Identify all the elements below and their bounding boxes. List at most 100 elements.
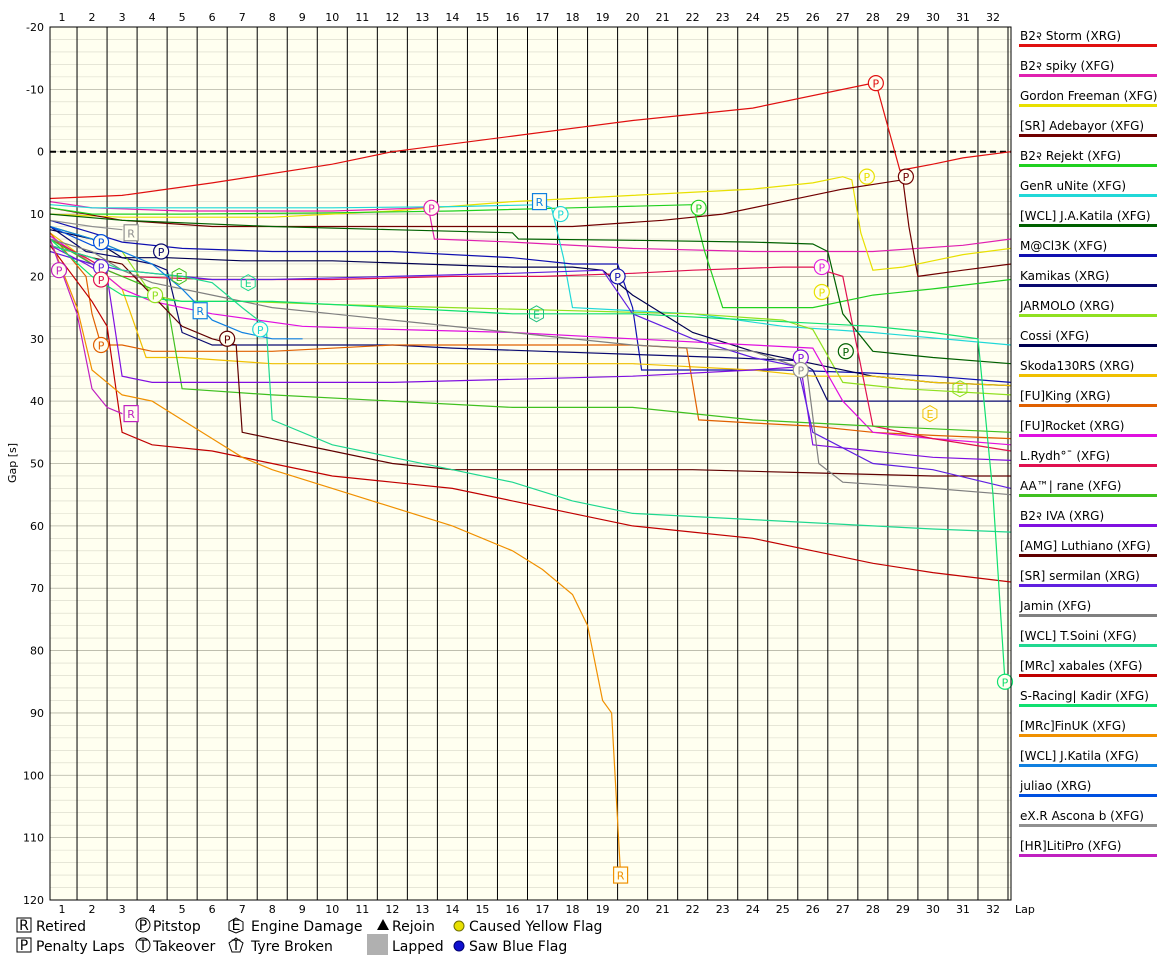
event-marker-label: E	[176, 271, 183, 284]
x-tick-label-top: 10	[325, 11, 339, 24]
event-marker-label: E	[245, 277, 252, 290]
series-line-23	[49, 238, 1006, 682]
legend-entry-swatch	[1019, 344, 1157, 347]
x-tick-label: 5	[179, 903, 186, 916]
legend-entry-swatch	[1019, 74, 1157, 77]
x-tick-label: 11	[355, 903, 369, 916]
event-marker-p: P	[996, 673, 1014, 690]
event-marker-e: E	[529, 305, 545, 323]
legend-entry-label: Jamin (XFG)	[1019, 599, 1091, 613]
y-axis-label: Gap [s]	[6, 443, 19, 483]
legend-entry-label: [SR] Adebayor (XFG)	[1020, 119, 1144, 133]
x-tick-label: 13	[415, 903, 429, 916]
y-tick-label: 60	[30, 520, 44, 533]
event-marker-label: P	[818, 262, 825, 275]
event-marker-label: P	[843, 346, 850, 359]
x-tick-label-top: 23	[716, 11, 730, 24]
lapped-icon	[367, 934, 388, 955]
event-marker-label: R	[536, 196, 544, 209]
event-marker-label: R	[617, 870, 625, 883]
y-tick-label: 90	[30, 707, 44, 720]
x-tick-label: 24	[746, 903, 760, 916]
event-marker-p: P	[552, 205, 569, 223]
x-tick-label: 29	[896, 903, 910, 916]
event-marker-p: P	[423, 199, 440, 216]
legend-entry-swatch	[1019, 704, 1157, 707]
event-marker-p: P	[147, 287, 164, 304]
x-tick-label-top: 22	[686, 11, 700, 24]
event-marker-r: R	[123, 224, 139, 242]
series-line-27	[49, 219, 123, 231]
x-tick-label: 16	[505, 903, 519, 916]
x-tick-label: 32	[986, 903, 1000, 916]
legend-entry-swatch	[1019, 764, 1157, 767]
legend-entry-swatch	[1019, 434, 1157, 437]
legend-entry-swatch	[1019, 644, 1157, 647]
key-tyre: Tyre Broken	[250, 939, 333, 955]
event-marker-label: P	[428, 202, 435, 215]
legend-entry-swatch	[1019, 134, 1157, 137]
series-line-4	[49, 179, 1012, 278]
event-marker-label: P	[557, 209, 564, 222]
series-line-2	[49, 201, 1012, 253]
legend-entry-swatch	[1019, 554, 1157, 557]
series-line-7	[49, 213, 1012, 365]
x-tick-label: 6	[209, 903, 216, 916]
event-marker-label: P	[98, 237, 105, 250]
legend-entry-label: S-Racing| Kadir (XFG)	[1020, 689, 1149, 703]
retired-icon: R	[19, 918, 29, 934]
x-tick-label: 3	[119, 903, 126, 916]
event-marker-label: P	[797, 364, 804, 377]
x-tick-label-top: 6	[209, 11, 216, 24]
legend-entry-swatch	[1019, 734, 1157, 737]
event-marker-label: P	[98, 340, 105, 353]
event-marker-label: P	[158, 246, 165, 259]
y-tick-label: 10	[30, 208, 44, 221]
legend-entry-swatch	[1019, 44, 1157, 47]
x-tick-label-top: 18	[566, 11, 580, 24]
legend-entry-label: Skoda130RS (XRG)	[1020, 359, 1134, 373]
legend-entry-label: GenR uNite (XFG)	[1020, 179, 1126, 193]
event-marker-p: P	[690, 199, 707, 216]
y-tick-label: 70	[30, 582, 44, 595]
x-tick-label: 9	[299, 903, 306, 916]
legend-entry-swatch	[1019, 284, 1157, 287]
penalty-icon: P	[20, 938, 28, 954]
legend-entry-label: [WCL] T.Soini (XFG)	[1020, 629, 1137, 643]
x-tick-label-top: 16	[505, 11, 519, 24]
event-marker-p: P	[92, 234, 110, 251]
x-tick-label: 17	[536, 903, 550, 916]
key-yellow: Caused Yellow Flag	[469, 919, 602, 935]
event-marker-p: P	[792, 361, 809, 379]
series-line-1	[49, 82, 1012, 200]
legend-entry-label: [FU]Rocket (XRG)	[1020, 419, 1124, 433]
legend-entry-label: JARMOLO (XRG)	[1019, 299, 1114, 313]
event-marker-p: P	[609, 268, 626, 285]
legend-entry-swatch	[1019, 584, 1157, 587]
x-tick-label-top: 31	[956, 11, 970, 24]
y-tick-label: -10	[26, 83, 44, 96]
event-marker-p: P	[837, 343, 854, 360]
x-tick-label: 27	[836, 903, 850, 916]
key-rejoin: Rejoin	[392, 919, 435, 935]
series-line-10	[49, 225, 1012, 396]
rejoin-icon	[377, 919, 389, 930]
legend-entry-label: Kamikas (XRG)	[1020, 269, 1109, 283]
event-marker-p: P	[219, 330, 236, 347]
event-marker-label: P	[224, 333, 231, 346]
event-marker-e: E	[171, 267, 187, 286]
x-tick-label-top: 12	[385, 11, 399, 24]
event-marker-label: P	[873, 78, 880, 91]
series-line-3	[49, 176, 1012, 271]
event-marker-label: P	[257, 324, 264, 337]
x-tick-label-top: 2	[89, 11, 96, 24]
x-tick-label: 18	[566, 903, 580, 916]
x-tick-label: 19	[596, 903, 610, 916]
x-tick-label-top: 5	[179, 11, 186, 24]
x-tick-label-top: 32	[986, 11, 1000, 24]
x-tick-label: 10	[325, 903, 339, 916]
legend-entry-label: M@Cl3K (XFG)	[1020, 239, 1107, 253]
event-marker-r: R	[531, 193, 548, 211]
x-tick-label: 20	[626, 903, 640, 916]
y-tick-label: 110	[23, 832, 44, 845]
